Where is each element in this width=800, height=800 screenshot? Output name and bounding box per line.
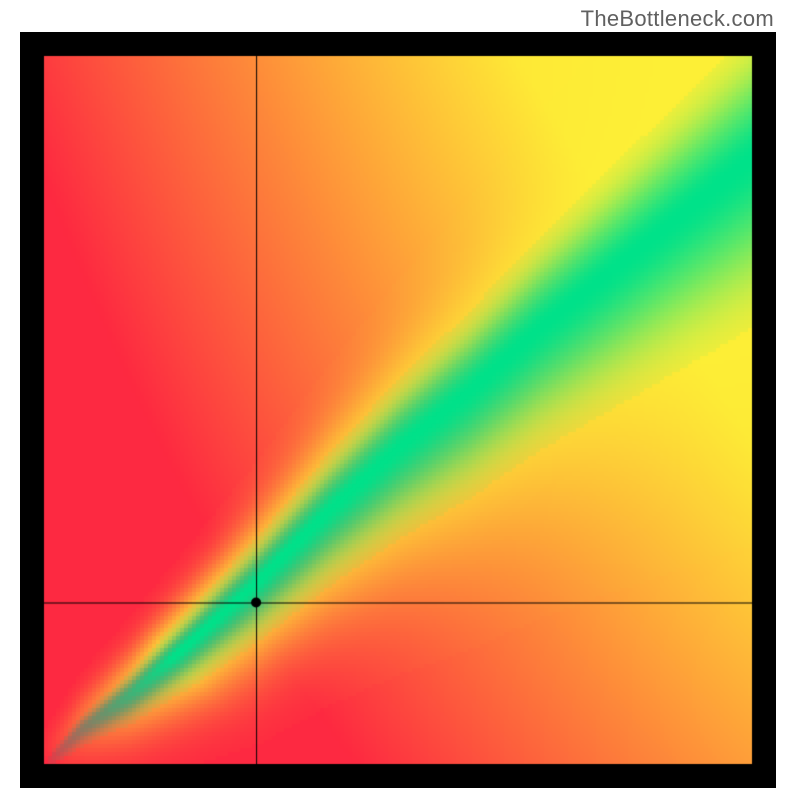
watermark-text: TheBottleneck.com <box>581 6 774 32</box>
chart-frame <box>20 32 776 788</box>
heatmap-canvas <box>20 32 776 788</box>
